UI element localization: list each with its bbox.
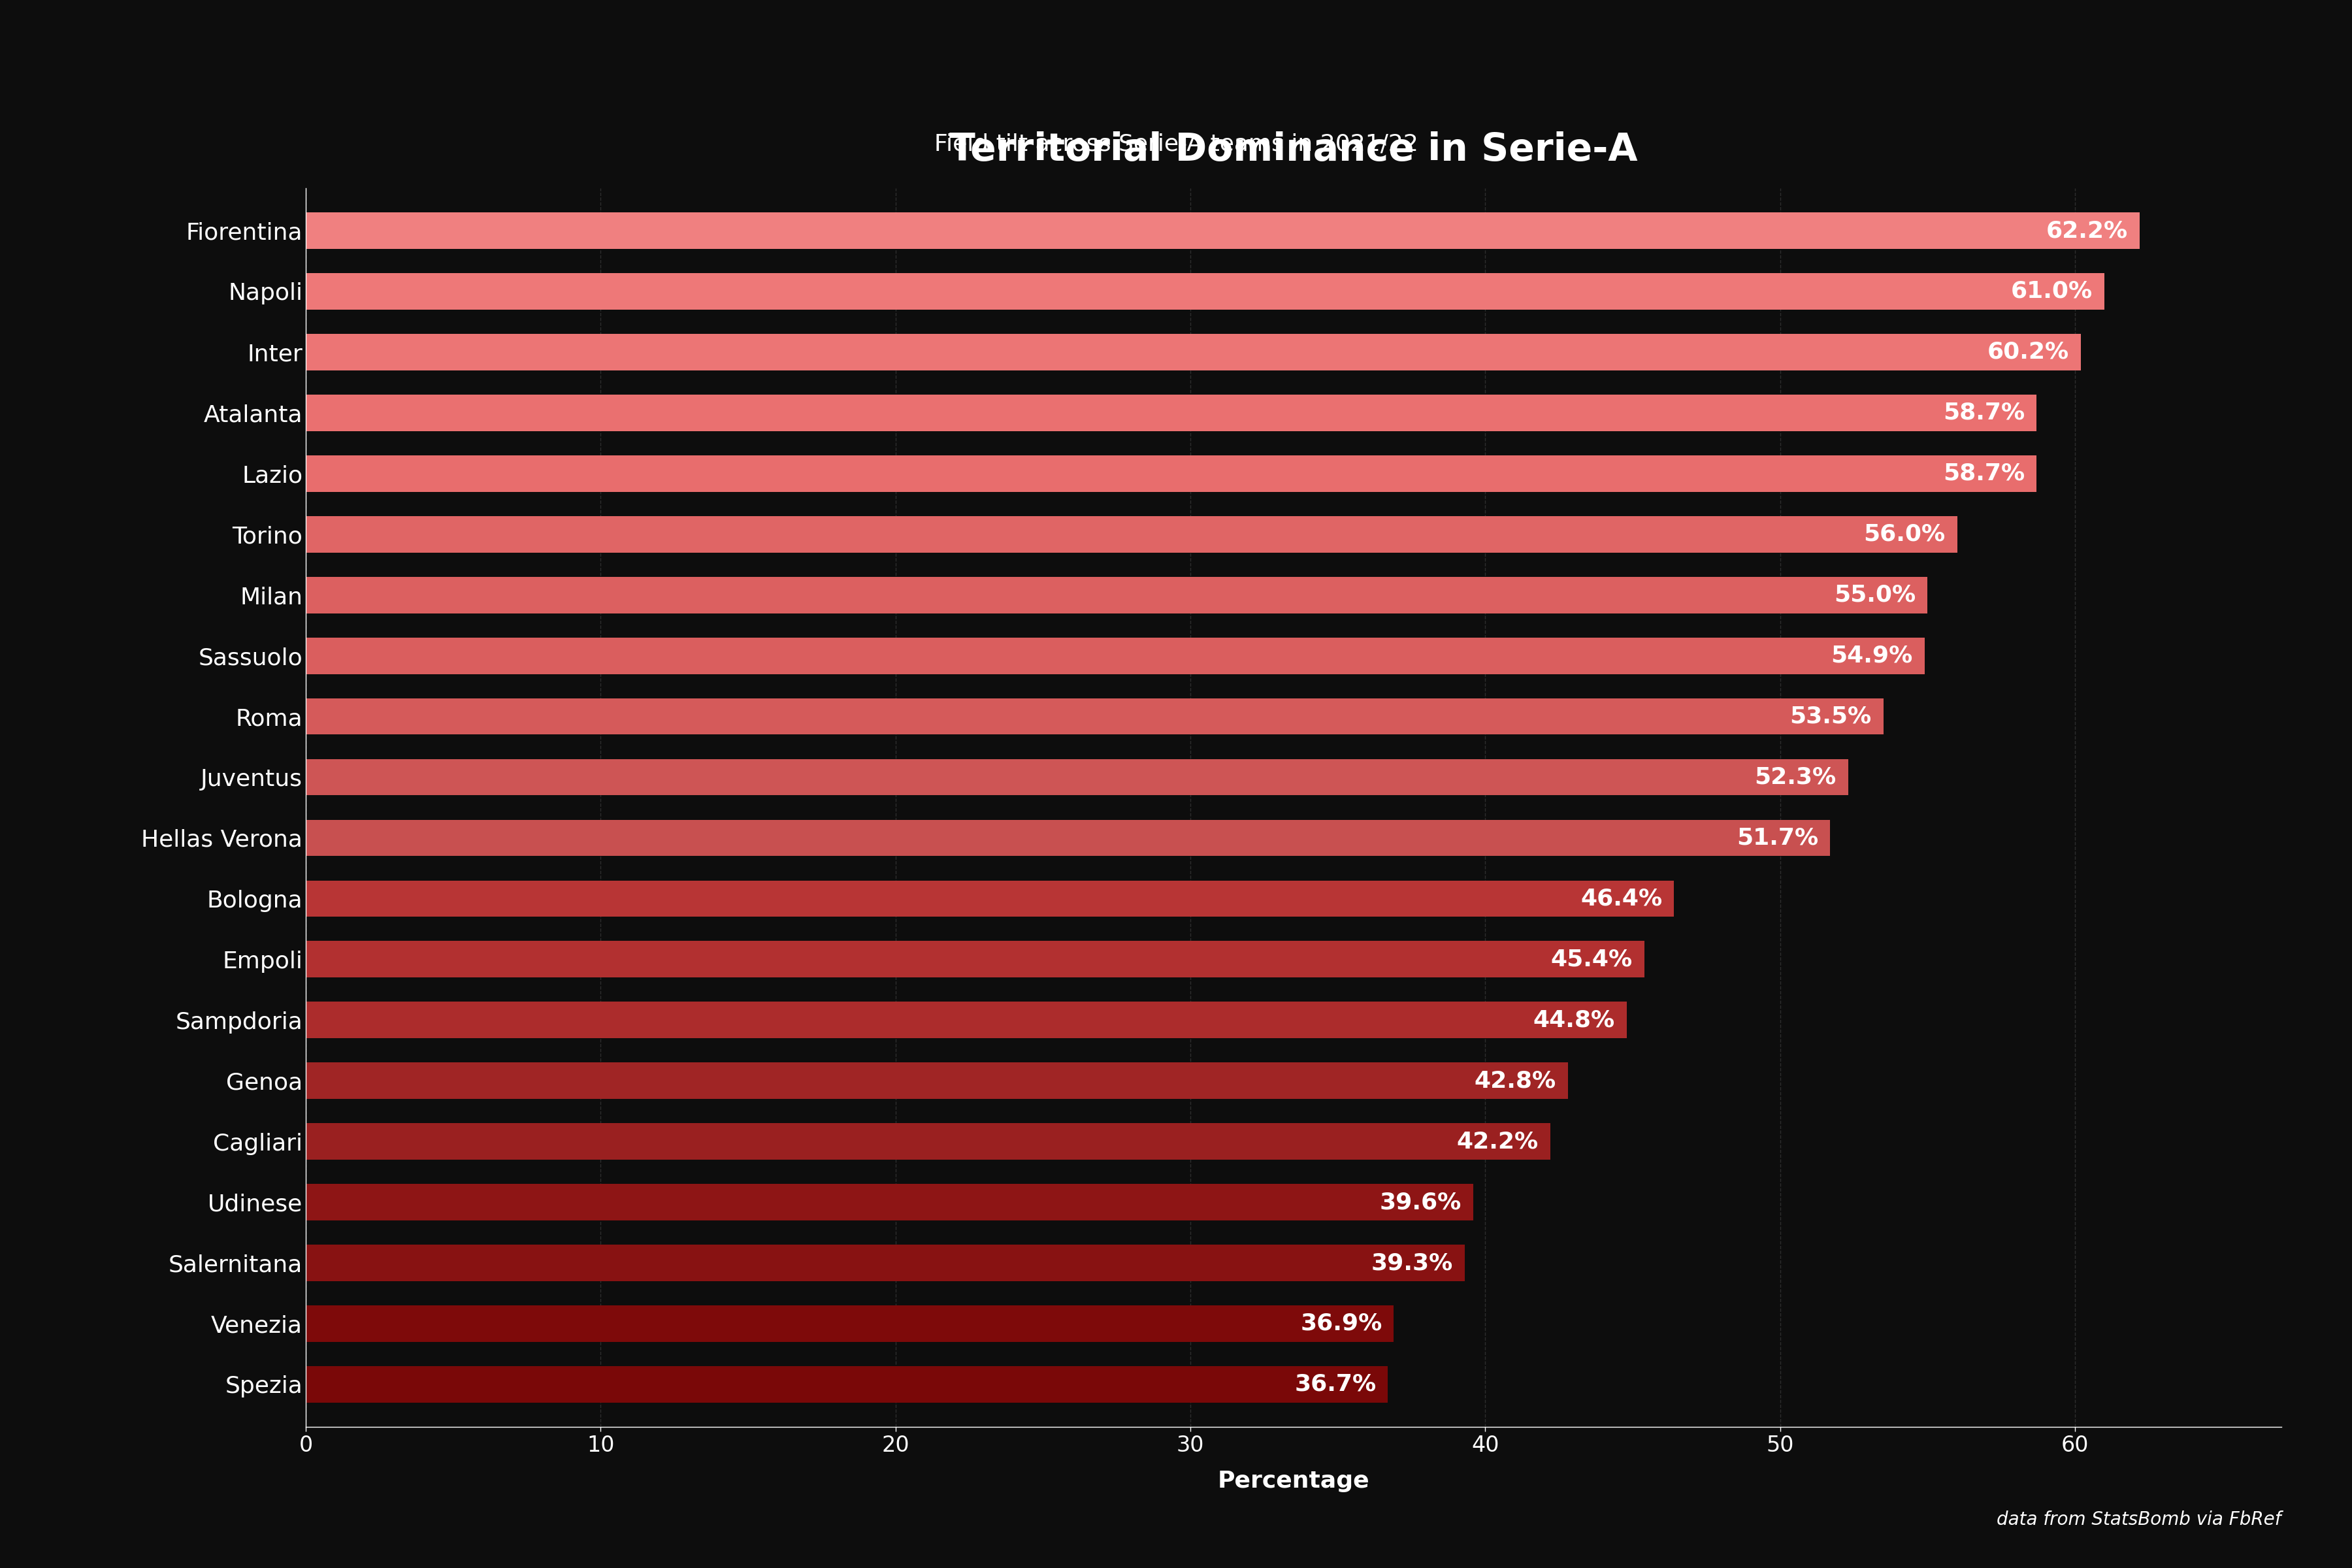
Text: 36.9%: 36.9% (1301, 1312, 1383, 1334)
Text: 46.4%: 46.4% (1581, 887, 1663, 909)
Text: 39.6%: 39.6% (1381, 1192, 1461, 1214)
Bar (306, 1366, 1388, 1403)
Text: 56.0%: 56.0% (1863, 524, 1945, 546)
Bar (306, 698, 1884, 735)
Bar (306, 880, 1675, 917)
Bar (306, 1123, 1550, 1160)
Bar (306, 516, 1957, 552)
Text: 42.8%: 42.8% (1475, 1069, 1557, 1091)
Bar (306, 759, 1849, 795)
Bar (306, 1002, 1628, 1038)
X-axis label: Percentage: Percentage (1218, 1469, 1369, 1493)
Text: 42.2%: 42.2% (1456, 1131, 1538, 1152)
Bar (306, 212, 2140, 249)
Text: 54.9%: 54.9% (1830, 644, 1912, 666)
Text: 62.2%: 62.2% (2046, 220, 2129, 241)
Text: 44.8%: 44.8% (1534, 1008, 1616, 1032)
Text: Field tilt across Serie-A teams in 2021/22: Field tilt across Serie-A teams in 2021/… (934, 133, 1418, 155)
Title: Territorial Dominance in Serie-A: Territorial Dominance in Serie-A (950, 132, 1637, 169)
Bar (306, 1184, 1472, 1220)
Text: 36.7%: 36.7% (1294, 1374, 1376, 1396)
Bar (306, 1063, 1569, 1099)
Bar (306, 334, 2082, 370)
Bar (306, 820, 1830, 856)
Bar (306, 577, 1929, 613)
Bar (306, 941, 1644, 977)
Bar (306, 455, 2037, 492)
Text: 61.0%: 61.0% (2011, 281, 2093, 303)
Bar (306, 1245, 1465, 1281)
Bar (306, 1306, 1395, 1342)
Text: 60.2%: 60.2% (1987, 340, 2070, 364)
Text: data from StatsBomb via FbRef: data from StatsBomb via FbRef (1997, 1510, 2281, 1529)
Bar (306, 638, 1924, 674)
Text: 51.7%: 51.7% (1736, 826, 1818, 848)
Text: 45.4%: 45.4% (1550, 949, 1632, 971)
Text: 53.5%: 53.5% (1790, 706, 1872, 728)
Text: 58.7%: 58.7% (1943, 401, 2025, 423)
Text: 58.7%: 58.7% (1943, 463, 2025, 485)
Text: 39.3%: 39.3% (1371, 1251, 1454, 1275)
Text: 55.0%: 55.0% (1835, 583, 1917, 607)
Bar (306, 273, 2105, 309)
Text: 52.3%: 52.3% (1755, 767, 1837, 789)
Bar (306, 395, 2037, 431)
